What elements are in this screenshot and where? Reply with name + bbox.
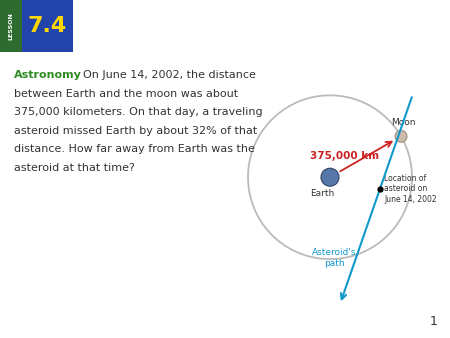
Circle shape <box>395 130 407 142</box>
Text: 1: 1 <box>430 315 438 328</box>
Text: 7.4: 7.4 <box>27 16 67 36</box>
Text: On June 14, 2002, the distance: On June 14, 2002, the distance <box>76 70 256 80</box>
Text: Location of
asteroid on
June 14, 2002: Location of asteroid on June 14, 2002 <box>384 174 436 204</box>
Bar <box>22 0 73 52</box>
Text: LESSON: LESSON <box>8 12 14 40</box>
Text: between Earth and the moon was about: between Earth and the moon was about <box>14 89 238 99</box>
Text: distance. How far away from Earth was the: distance. How far away from Earth was th… <box>14 144 255 154</box>
Text: Earth: Earth <box>310 189 334 198</box>
Text: Asteroid's
path: Asteroid's path <box>312 248 356 268</box>
Circle shape <box>321 168 339 186</box>
Text: Moon: Moon <box>391 118 415 127</box>
Text: The Percent Equation: The Percent Equation <box>83 17 301 35</box>
Text: asteroid at that time?: asteroid at that time? <box>14 163 135 173</box>
Text: 375,000 kilometers. On that day, a traveling: 375,000 kilometers. On that day, a trave… <box>14 107 263 117</box>
Bar <box>0 0 22 52</box>
Text: 375,000 km: 375,000 km <box>310 151 379 161</box>
Text: asteroid missed Earth by about 32% of that: asteroid missed Earth by about 32% of th… <box>14 126 257 136</box>
Text: Astronomy: Astronomy <box>14 70 82 80</box>
